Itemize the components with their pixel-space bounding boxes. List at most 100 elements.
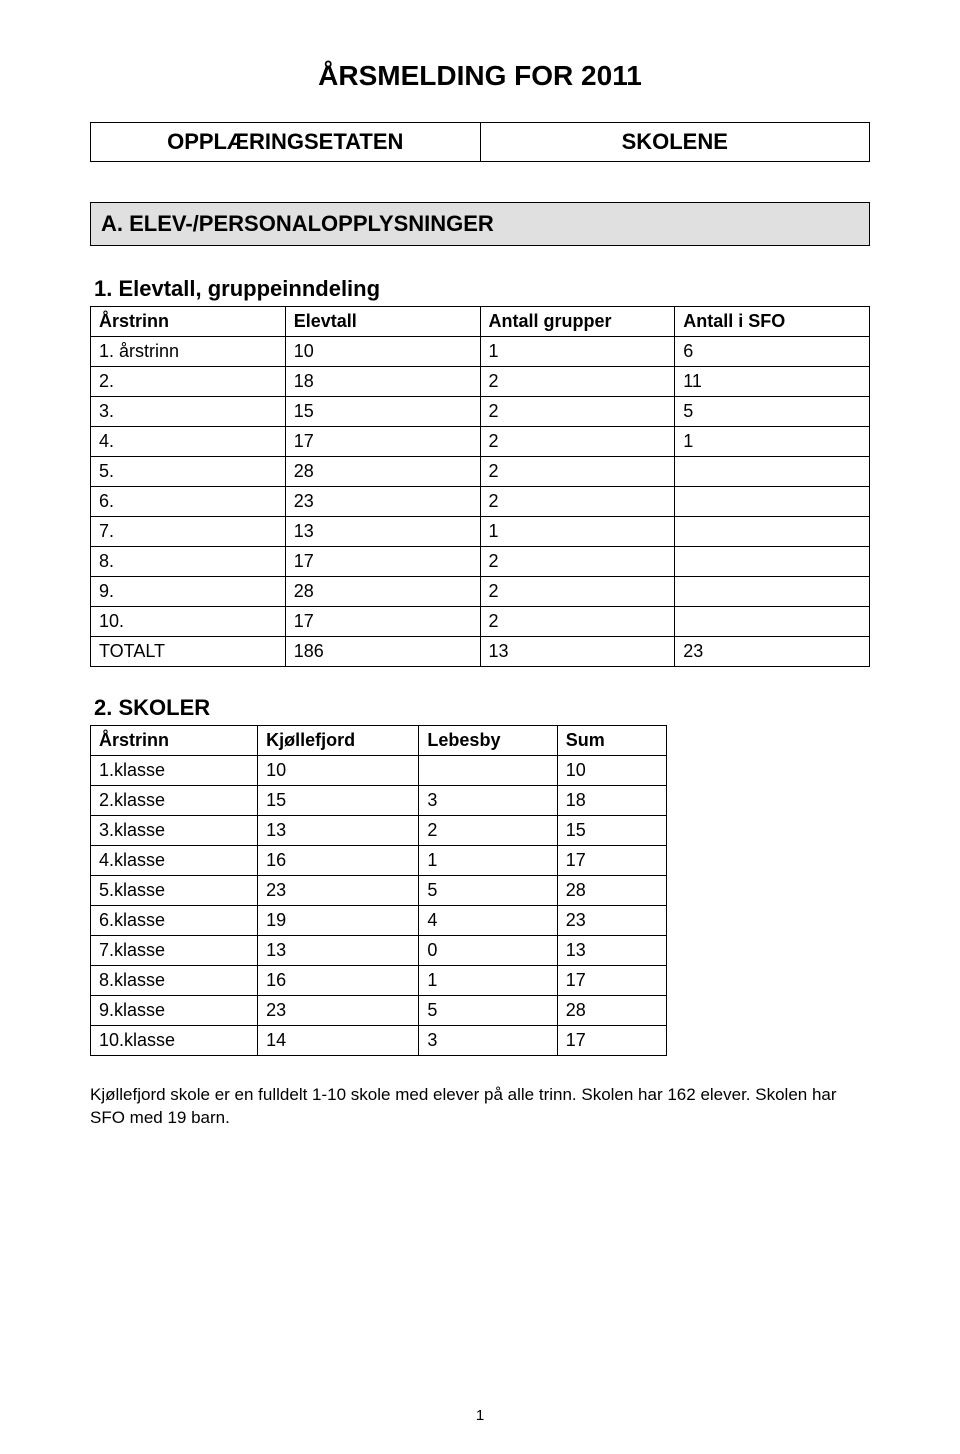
table-cell: TOTALT: [91, 637, 286, 667]
table-cell: 10.klasse: [91, 1026, 258, 1056]
table-row: 9.klasse23528: [91, 996, 667, 1026]
table-cell: 15: [285, 397, 480, 427]
table-cell: 10: [285, 337, 480, 367]
table-row: 5.282: [91, 457, 870, 487]
column-header: Antall i SFO: [675, 307, 870, 337]
table2-caption: 2. SKOLER: [94, 695, 870, 721]
table-row: 2.18211: [91, 367, 870, 397]
table-cell: 23: [258, 996, 419, 1026]
table-cell: 18: [557, 786, 666, 816]
column-header: Årstrinn: [91, 307, 286, 337]
table-cell: [675, 457, 870, 487]
table-cell: 1: [675, 427, 870, 457]
table-cell: 1: [480, 337, 675, 367]
table1-caption: 1. Elevtall, gruppeinndeling: [94, 276, 870, 302]
table-cell: 16: [258, 846, 419, 876]
table-cell: 23: [675, 637, 870, 667]
header-right-cell: SKOLENE: [481, 122, 871, 162]
table-cell: 7.klasse: [91, 936, 258, 966]
table-cell: [675, 607, 870, 637]
table-cell: 6.klasse: [91, 906, 258, 936]
table-cell: 28: [557, 876, 666, 906]
table-row: 7.klasse13013: [91, 936, 667, 966]
table-cell: 17: [557, 1026, 666, 1056]
table-row: 4.1721: [91, 427, 870, 457]
table-cell: 2: [480, 397, 675, 427]
table-cell: 13: [258, 936, 419, 966]
column-header: Sum: [557, 726, 666, 756]
table-cell: 5: [675, 397, 870, 427]
table-cell: 28: [285, 457, 480, 487]
table-cell: 1: [480, 517, 675, 547]
table-cell: 17: [285, 427, 480, 457]
table-cell: [419, 756, 557, 786]
table-cell: 4: [419, 906, 557, 936]
table-cell: 3.: [91, 397, 286, 427]
table-cell: 5: [419, 996, 557, 1026]
column-header: Elevtall: [285, 307, 480, 337]
table-cell: 13: [557, 936, 666, 966]
table-cell: 13: [285, 517, 480, 547]
table-row: 6.232: [91, 487, 870, 517]
table-cell: 10.: [91, 607, 286, 637]
table-cell: 4.klasse: [91, 846, 258, 876]
table-cell: 1.klasse: [91, 756, 258, 786]
table-cell: 2: [480, 577, 675, 607]
table-cell: 2: [419, 816, 557, 846]
table-cell: 0: [419, 936, 557, 966]
table-cell: 6.: [91, 487, 286, 517]
table-cell: [675, 577, 870, 607]
table-row: 3.klasse13215: [91, 816, 667, 846]
table-cell: 2.klasse: [91, 786, 258, 816]
table-cell: 2: [480, 367, 675, 397]
table-header-row: ÅrstrinnKjøllefjordLebesbySum: [91, 726, 667, 756]
table-cell: [675, 517, 870, 547]
table-cell: 5: [419, 876, 557, 906]
table-cell: 23: [285, 487, 480, 517]
table-row: 1.klasse1010: [91, 756, 667, 786]
table-row: 2.klasse15318: [91, 786, 667, 816]
table-cell: 9.: [91, 577, 286, 607]
table-cell: 17: [285, 547, 480, 577]
table-cell: 2: [480, 457, 675, 487]
column-header: Antall grupper: [480, 307, 675, 337]
table-cell: 2: [480, 607, 675, 637]
table-row: 8.172: [91, 547, 870, 577]
table-cell: 5.klasse: [91, 876, 258, 906]
table-elevtall: ÅrstrinnElevtallAntall grupperAntall i S…: [90, 306, 870, 667]
table-cell: 4.: [91, 427, 286, 457]
table-cell: 2: [480, 487, 675, 517]
table-cell: 23: [557, 906, 666, 936]
table-skoler: ÅrstrinnKjøllefjordLebesbySum 1.klasse10…: [90, 725, 667, 1056]
table-row: 4.klasse16117: [91, 846, 667, 876]
table-cell: 17: [557, 846, 666, 876]
table-cell: 3: [419, 786, 557, 816]
doc-title: ÅRSMELDING FOR 2011: [90, 60, 870, 92]
column-header: Lebesby: [419, 726, 557, 756]
table-row: 3.1525: [91, 397, 870, 427]
table-row: TOTALT1861323: [91, 637, 870, 667]
table-cell: 1. årstrinn: [91, 337, 286, 367]
table-cell: 17: [557, 966, 666, 996]
table-cell: 14: [258, 1026, 419, 1056]
table-cell: 23: [258, 876, 419, 906]
table-cell: [675, 487, 870, 517]
table-cell: 6: [675, 337, 870, 367]
table-row: 10.klasse14317: [91, 1026, 667, 1056]
table-cell: 9.klasse: [91, 996, 258, 1026]
table-cell: 186: [285, 637, 480, 667]
page-container: ÅRSMELDING FOR 2011 OPPLÆRINGSETATEN SKO…: [0, 0, 960, 1454]
table-cell: [675, 547, 870, 577]
body-paragraph: Kjøllefjord skole er en fulldelt 1-10 sk…: [90, 1084, 870, 1130]
table-cell: 13: [258, 816, 419, 846]
table-cell: 1: [419, 966, 557, 996]
table-row: 7.131: [91, 517, 870, 547]
table-row: 6.klasse19423: [91, 906, 667, 936]
table-cell: 15: [557, 816, 666, 846]
table-cell: 5.: [91, 457, 286, 487]
table-cell: 10: [258, 756, 419, 786]
table-row: 1. årstrinn1016: [91, 337, 870, 367]
page-number: 1: [0, 1407, 960, 1424]
table-cell: 16: [258, 966, 419, 996]
table-cell: 3: [419, 1026, 557, 1056]
